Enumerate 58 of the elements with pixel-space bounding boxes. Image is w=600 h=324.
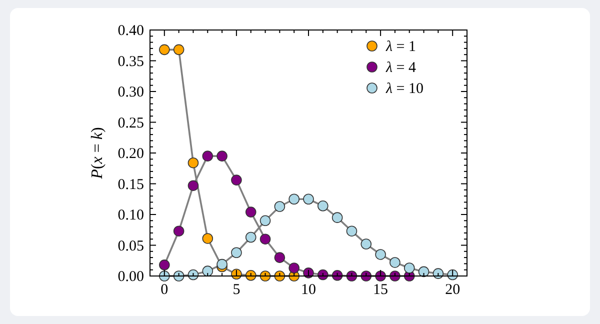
point xyxy=(332,212,343,223)
point xyxy=(390,270,400,282)
legend-label: λ = 10 xyxy=(385,81,424,97)
point xyxy=(404,262,415,274)
x-tick-label: 5 xyxy=(232,282,240,298)
y-tick-label: 0.30 xyxy=(118,84,144,100)
x-tick-label: 15 xyxy=(373,282,388,298)
point xyxy=(216,258,228,270)
point xyxy=(274,252,286,263)
point xyxy=(375,249,386,260)
point xyxy=(173,226,184,236)
legend-label: λ = 4 xyxy=(385,60,416,76)
point xyxy=(216,150,228,162)
point xyxy=(360,238,372,250)
point xyxy=(173,44,184,56)
point xyxy=(432,268,444,279)
point xyxy=(274,201,286,212)
point xyxy=(159,260,170,270)
point xyxy=(231,247,242,258)
y-axis-title: P(x = k) xyxy=(89,127,106,180)
point xyxy=(260,270,271,282)
x-tick-label: 10 xyxy=(301,282,316,298)
point xyxy=(188,157,199,168)
point xyxy=(318,269,328,280)
y-tick-label: 0.35 xyxy=(118,54,144,70)
x-tick-label: 0 xyxy=(160,282,168,298)
point xyxy=(288,262,300,274)
point xyxy=(303,194,314,205)
point xyxy=(231,174,242,186)
y-tick-label: 0.05 xyxy=(118,238,144,254)
point xyxy=(188,269,199,280)
point xyxy=(332,270,343,281)
point xyxy=(318,200,328,212)
y-tick-label: 0.10 xyxy=(118,208,144,224)
x-tick-label: 20 xyxy=(445,282,460,298)
y-tick-label: 0.25 xyxy=(118,115,144,132)
y-tick-label: 0.00 xyxy=(118,269,144,285)
y-tick-label: 0.40 xyxy=(118,23,144,39)
point xyxy=(159,44,170,56)
point xyxy=(202,266,214,276)
point xyxy=(245,232,256,243)
point xyxy=(274,270,286,282)
point xyxy=(260,215,271,226)
point xyxy=(188,180,199,191)
point xyxy=(418,266,430,278)
point xyxy=(260,234,271,244)
legend-label: λ = 1 xyxy=(385,39,416,55)
y-tick-label: 0.15 xyxy=(118,176,144,193)
y-tick-label: 0.20 xyxy=(118,146,144,162)
point xyxy=(346,226,358,236)
point xyxy=(288,194,300,205)
point xyxy=(346,270,358,282)
point xyxy=(202,150,214,162)
point xyxy=(173,270,184,282)
point xyxy=(360,270,372,282)
point xyxy=(245,206,256,218)
point xyxy=(390,257,400,268)
point xyxy=(202,233,214,244)
